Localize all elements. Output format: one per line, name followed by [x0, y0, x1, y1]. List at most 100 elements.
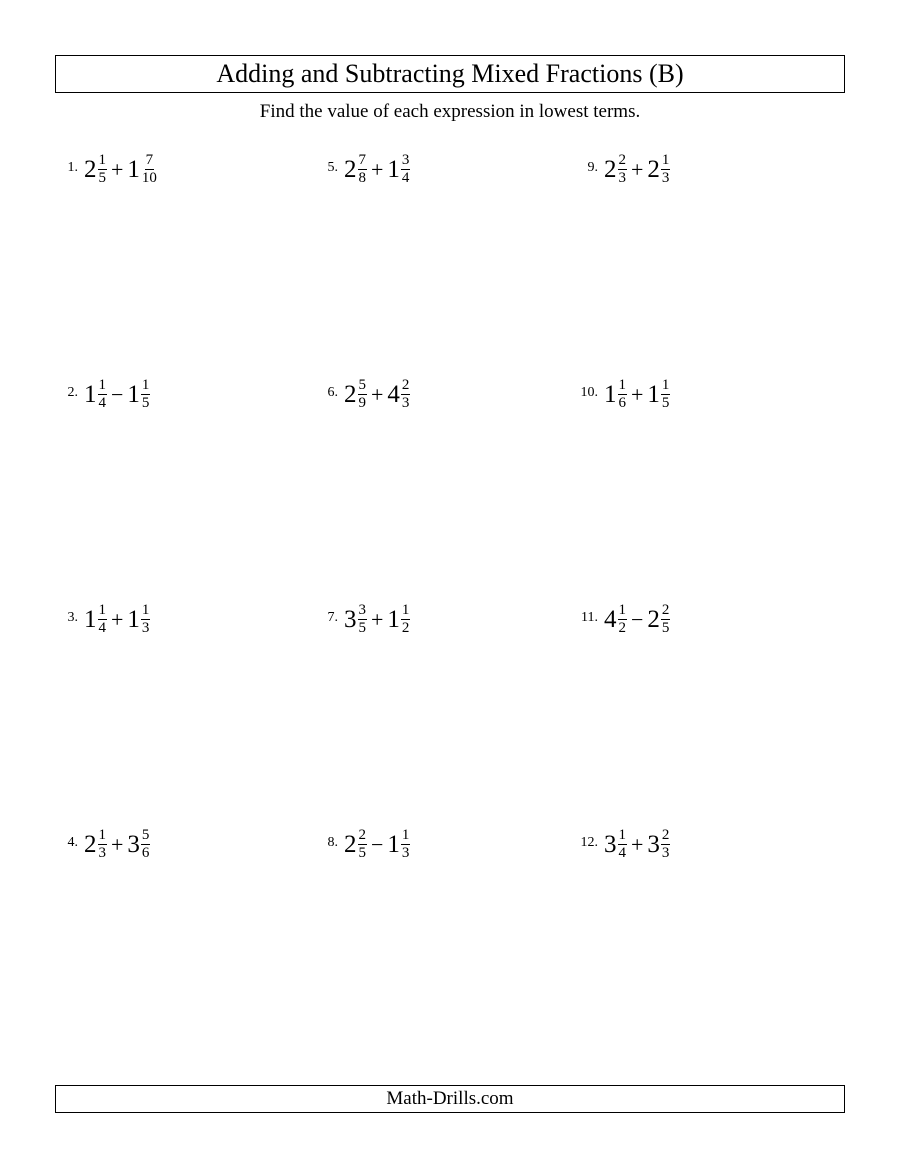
- mixed-fraction: 215: [84, 153, 107, 186]
- operator: +: [367, 382, 387, 408]
- footer-text: Math-Drills.com: [386, 1088, 513, 1109]
- numerator: 1: [141, 378, 151, 395]
- problem-number: 1.: [60, 153, 78, 176]
- numerator: 1: [98, 828, 108, 845]
- mixed-fraction: 259: [344, 378, 367, 411]
- problem: 8.225−113: [320, 828, 580, 1053]
- denominator: 8: [358, 170, 368, 186]
- denominator: 3: [401, 845, 411, 861]
- mixed-fraction: 114: [84, 603, 107, 636]
- mixed-fraction: 213: [647, 153, 670, 186]
- footer-box: Math-Drills.com: [55, 1085, 845, 1113]
- fraction-part: 15: [98, 153, 108, 186]
- numerator: 2: [358, 828, 368, 845]
- expression: 114+113: [84, 603, 150, 636]
- numerator: 1: [618, 378, 628, 395]
- problem-number: 12.: [580, 828, 598, 851]
- problem-number: 10.: [580, 378, 598, 401]
- fraction-part: 35: [358, 603, 368, 636]
- fraction-part: 25: [358, 828, 368, 861]
- problem: 4.213+356: [60, 828, 320, 1053]
- whole-part: 1: [127, 381, 141, 409]
- denominator: 5: [661, 620, 671, 636]
- whole-part: 2: [84, 156, 98, 184]
- fraction-part: 23: [401, 378, 411, 411]
- numerator: 2: [661, 828, 671, 845]
- denominator: 3: [141, 620, 151, 636]
- expression: 2 23+213: [604, 153, 670, 186]
- operator: +: [627, 157, 647, 183]
- mixed-fraction: 314: [604, 828, 627, 861]
- mixed-fraction: 116: [604, 378, 627, 411]
- problem: 3.114+113: [60, 603, 320, 828]
- fraction-part: 710: [141, 153, 158, 186]
- denominator: 4: [401, 170, 411, 186]
- numerator: 1: [98, 378, 108, 395]
- mixed-fraction: 113: [387, 828, 410, 861]
- expression: 116+115: [604, 378, 670, 411]
- numerator: 5: [358, 378, 368, 395]
- operator: +: [107, 832, 127, 858]
- operator: +: [627, 832, 647, 858]
- numerator: 1: [98, 153, 108, 170]
- fraction-part: 23: [618, 153, 628, 186]
- expression: 335+112: [344, 603, 410, 636]
- whole-part: 2: [647, 156, 661, 184]
- mixed-fraction: 113: [127, 603, 150, 636]
- numerator: 3: [358, 603, 368, 620]
- fraction-part: 16: [618, 378, 628, 411]
- fraction-part: 13: [661, 153, 671, 186]
- whole-part: 1: [647, 381, 661, 409]
- problem-number: 7.: [320, 603, 338, 626]
- expression: 114−115: [84, 378, 150, 411]
- whole-part: 1: [84, 606, 98, 634]
- denominator: 5: [358, 620, 368, 636]
- numerator: 7: [145, 153, 155, 170]
- mixed-fraction: 134: [387, 153, 410, 186]
- mixed-fraction: 412: [604, 603, 627, 636]
- whole-part: 3: [127, 831, 141, 859]
- numerator: 1: [661, 153, 671, 170]
- denominator: 5: [141, 395, 151, 411]
- denominator: 9: [358, 395, 368, 411]
- fraction-part: 23: [661, 828, 671, 861]
- problem: 1. 215+1710: [60, 153, 320, 378]
- operator: +: [627, 382, 647, 408]
- operator: +: [367, 607, 387, 633]
- fraction-part: 56: [141, 828, 151, 861]
- mixed-fraction: 115: [647, 378, 670, 411]
- problem-number: 9.: [580, 153, 598, 176]
- denominator: 6: [618, 395, 628, 411]
- numerator: 7: [358, 153, 368, 170]
- denominator: 5: [358, 845, 368, 861]
- mixed-fraction: 335: [344, 603, 367, 636]
- problem: 10.116+115: [580, 378, 840, 603]
- fraction-part: 13: [401, 828, 411, 861]
- mixed-fraction: 115: [127, 378, 150, 411]
- denominator: 6: [141, 845, 151, 861]
- whole-part: 3: [647, 831, 661, 859]
- expression: 412−225: [604, 603, 670, 636]
- whole-part: 2: [344, 831, 358, 859]
- expression: 215+1710: [84, 153, 158, 186]
- whole-part: 1: [127, 156, 141, 184]
- whole-part: 1: [604, 381, 618, 409]
- numerator: 5: [141, 828, 151, 845]
- expression: 225−113: [344, 828, 410, 861]
- mixed-fraction: 356: [127, 828, 150, 861]
- numerator: 1: [141, 603, 151, 620]
- whole-part: 1: [84, 381, 98, 409]
- numerator: 3: [401, 153, 411, 170]
- fraction-part: 13: [98, 828, 108, 861]
- numerator: 1: [401, 828, 411, 845]
- fraction-part: 14: [618, 828, 628, 861]
- denominator: 3: [661, 170, 671, 186]
- problem: 2.114−115: [60, 378, 320, 603]
- operator: −: [627, 607, 647, 633]
- problem: 11.412−225: [580, 603, 840, 828]
- problem: 6.259+423: [320, 378, 580, 603]
- fraction-part: 15: [141, 378, 151, 411]
- mixed-fraction: 225: [647, 603, 670, 636]
- problem-number: 5.: [320, 153, 338, 176]
- mixed-fraction: 1710: [127, 153, 158, 186]
